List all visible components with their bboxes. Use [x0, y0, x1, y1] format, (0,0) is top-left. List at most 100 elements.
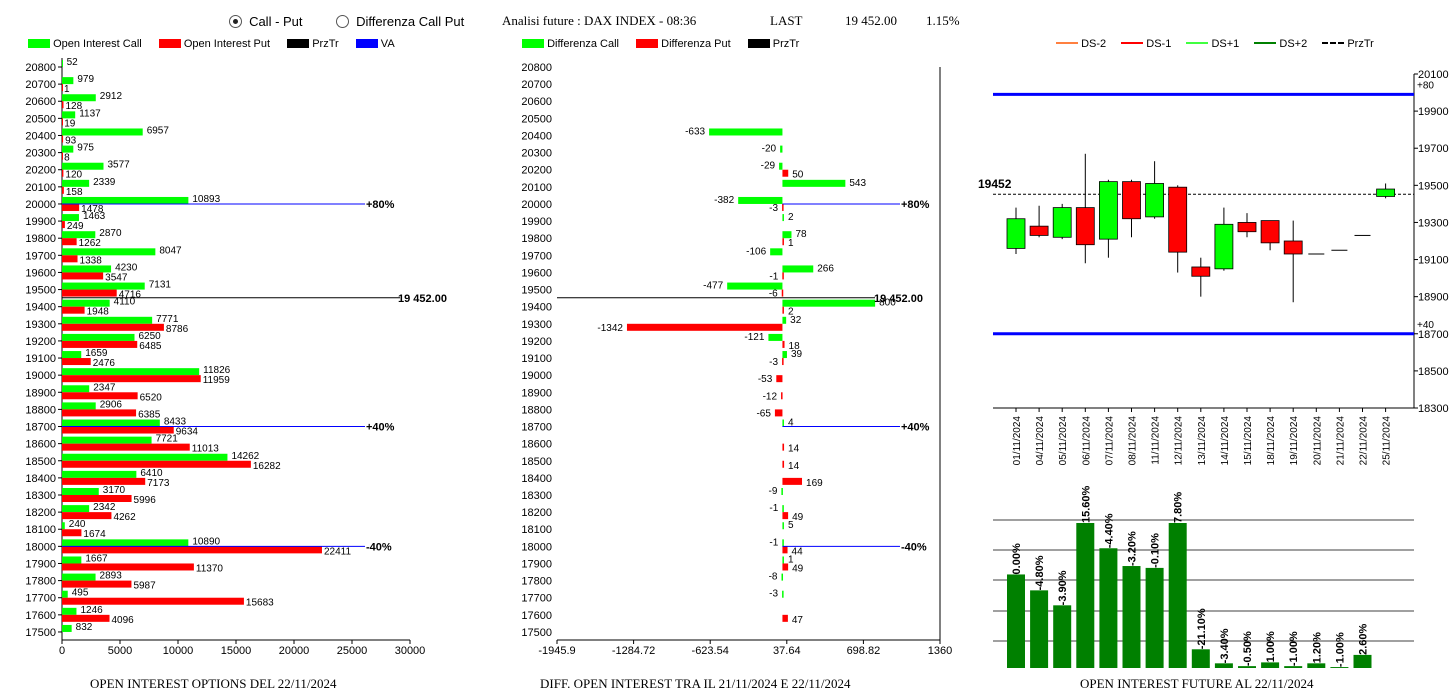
diff-put-label: 49 [792, 563, 804, 574]
diff-call-label: -20 [762, 144, 777, 155]
put-bar-label: 8 [64, 153, 70, 164]
legend-swatch-prztr2 [747, 39, 770, 48]
diff-call-label: -633 [685, 126, 705, 137]
panel2-y-tick-label: 19100 [521, 353, 552, 365]
candle-y-tick-label: 19500 [1418, 180, 1449, 192]
diff-call-label: -8 [769, 572, 778, 583]
diff-put-bar [782, 272, 784, 280]
call-bar [62, 333, 135, 341]
radio-call-put[interactable]: Call - Put [229, 14, 303, 29]
put-bar-label: 7173 [147, 478, 170, 489]
legend-diff-call: Differenza Call [547, 38, 620, 50]
put-bar-label: 1262 [79, 238, 102, 249]
put-bar [62, 597, 244, 605]
put-bar-label: 6385 [138, 409, 161, 420]
call-bar [62, 196, 189, 204]
panel1-y-tick-label: 19200 [25, 336, 56, 348]
call-bar [62, 470, 137, 478]
call-bar [62, 488, 99, 495]
diff-call-bar [782, 214, 784, 222]
panel1-y-tick-label: 19400 [25, 302, 56, 314]
panel1-y-tick-label: 17700 [25, 593, 56, 605]
diff-call-label: -106 [746, 246, 766, 257]
call-bar-label: 6957 [147, 125, 170, 136]
call-bar [62, 111, 76, 119]
panel2-x-tick-label: 698.82 [847, 645, 881, 657]
call-bar [62, 539, 189, 547]
diff-call-bar [738, 196, 783, 204]
oi-bar-label: -3.40% [1219, 628, 1231, 663]
va-label: +80% [366, 199, 395, 211]
panel1-y-tick-label: 20200 [25, 165, 56, 177]
change-value: 1.15% [926, 13, 960, 28]
diff-call-label: 1 [788, 554, 794, 565]
put-bar-label: 11959 [203, 375, 231, 386]
put-bar [62, 477, 146, 485]
candle-date-label: 18/11/2024 [1266, 416, 1277, 466]
panel2-y-tick-label: 18800 [521, 404, 552, 416]
panel2-x-tick-label: -623.54 [692, 645, 729, 657]
call-bar [62, 505, 90, 513]
diff-call-label: 5 [788, 520, 794, 531]
put-bar-label: 6520 [140, 392, 163, 403]
diff-put-bar [776, 375, 783, 383]
legend-prztr3: PrzTr [1347, 38, 1374, 50]
put-bar-label: 1338 [80, 255, 103, 266]
diff-call-label: 78 [795, 229, 807, 240]
candle-y-tick-label: 18900 [1418, 292, 1449, 304]
call-bar-label: 11826 [203, 365, 231, 376]
last-value: 19 452.00 [845, 13, 897, 28]
diff-call-label: -477 [703, 281, 723, 292]
candle-date-label: 21/11/2024 [1335, 416, 1346, 466]
candle-y-tick-label: 20100 [1418, 69, 1449, 81]
oi-bar-label: -0.50% [1242, 631, 1254, 666]
panel1-y-tick-label: 19800 [25, 233, 56, 245]
put-bar [62, 529, 82, 537]
diff-put-bar [626, 323, 783, 331]
oi-bar [1353, 654, 1372, 668]
panel2-y-tick-label: 18000 [521, 541, 552, 553]
panel2-y-tick-label: 19300 [521, 319, 552, 331]
call-bar [62, 453, 228, 461]
last-label: LAST [770, 13, 803, 28]
call-bar-label: 975 [77, 143, 94, 154]
panel1-y-tick-label: 19500 [25, 285, 56, 297]
oi-bar [1076, 523, 1095, 668]
put-bar-label: 9634 [176, 427, 199, 438]
diff-call-label: 543 [849, 178, 866, 189]
legend-swatch-diff-put [636, 39, 659, 48]
candle-date-label: 15/11/2024 [1243, 416, 1254, 466]
put-bar [62, 203, 80, 211]
panel2-y-tick-label: 19500 [521, 285, 552, 297]
call-bar [62, 573, 96, 581]
diff-put-bar [782, 546, 788, 554]
panel2-x-tick-label: 1360 [928, 645, 952, 657]
radio-diff-call-put[interactable]: Differenza Call Put [336, 14, 464, 29]
legend-ds-2: DS-2 [1081, 38, 1107, 50]
diff-prztr-label: 19 452.00 [874, 293, 923, 305]
call-bar [62, 419, 160, 427]
panel2-y-tick-label: 20000 [521, 199, 552, 211]
panel2-y-tick-label: 17600 [521, 610, 552, 622]
candle-body [1376, 188, 1395, 197]
put-bar [62, 340, 138, 348]
diff-put-bar [781, 289, 784, 297]
call-bar-label: 7721 [156, 434, 179, 445]
diff-call-bar [781, 488, 783, 495]
put-bar-label: 22411 [324, 546, 352, 557]
diff-call-label: 266 [817, 263, 834, 274]
panel2-title: DIFF. OPEN INTEREST TRA IL 21/11/2024 E … [540, 676, 851, 691]
put-bar [62, 272, 104, 280]
candle-y-tick-label: 18300 [1418, 403, 1449, 415]
put-bar [62, 426, 174, 434]
diff-call-label: 39 [791, 349, 803, 360]
put-bar [62, 495, 132, 502]
diff-call-label: 32 [790, 315, 802, 326]
panel1-y-tick-label: 20000 [25, 199, 56, 211]
oi-bar [1053, 605, 1072, 668]
legend-prztr: PrzTr [312, 38, 339, 50]
put-bar-label: 8786 [166, 324, 189, 335]
diff-call-bar [782, 556, 784, 564]
panel2-y-tick-label: 19200 [521, 336, 552, 348]
candle-body [1237, 222, 1257, 233]
